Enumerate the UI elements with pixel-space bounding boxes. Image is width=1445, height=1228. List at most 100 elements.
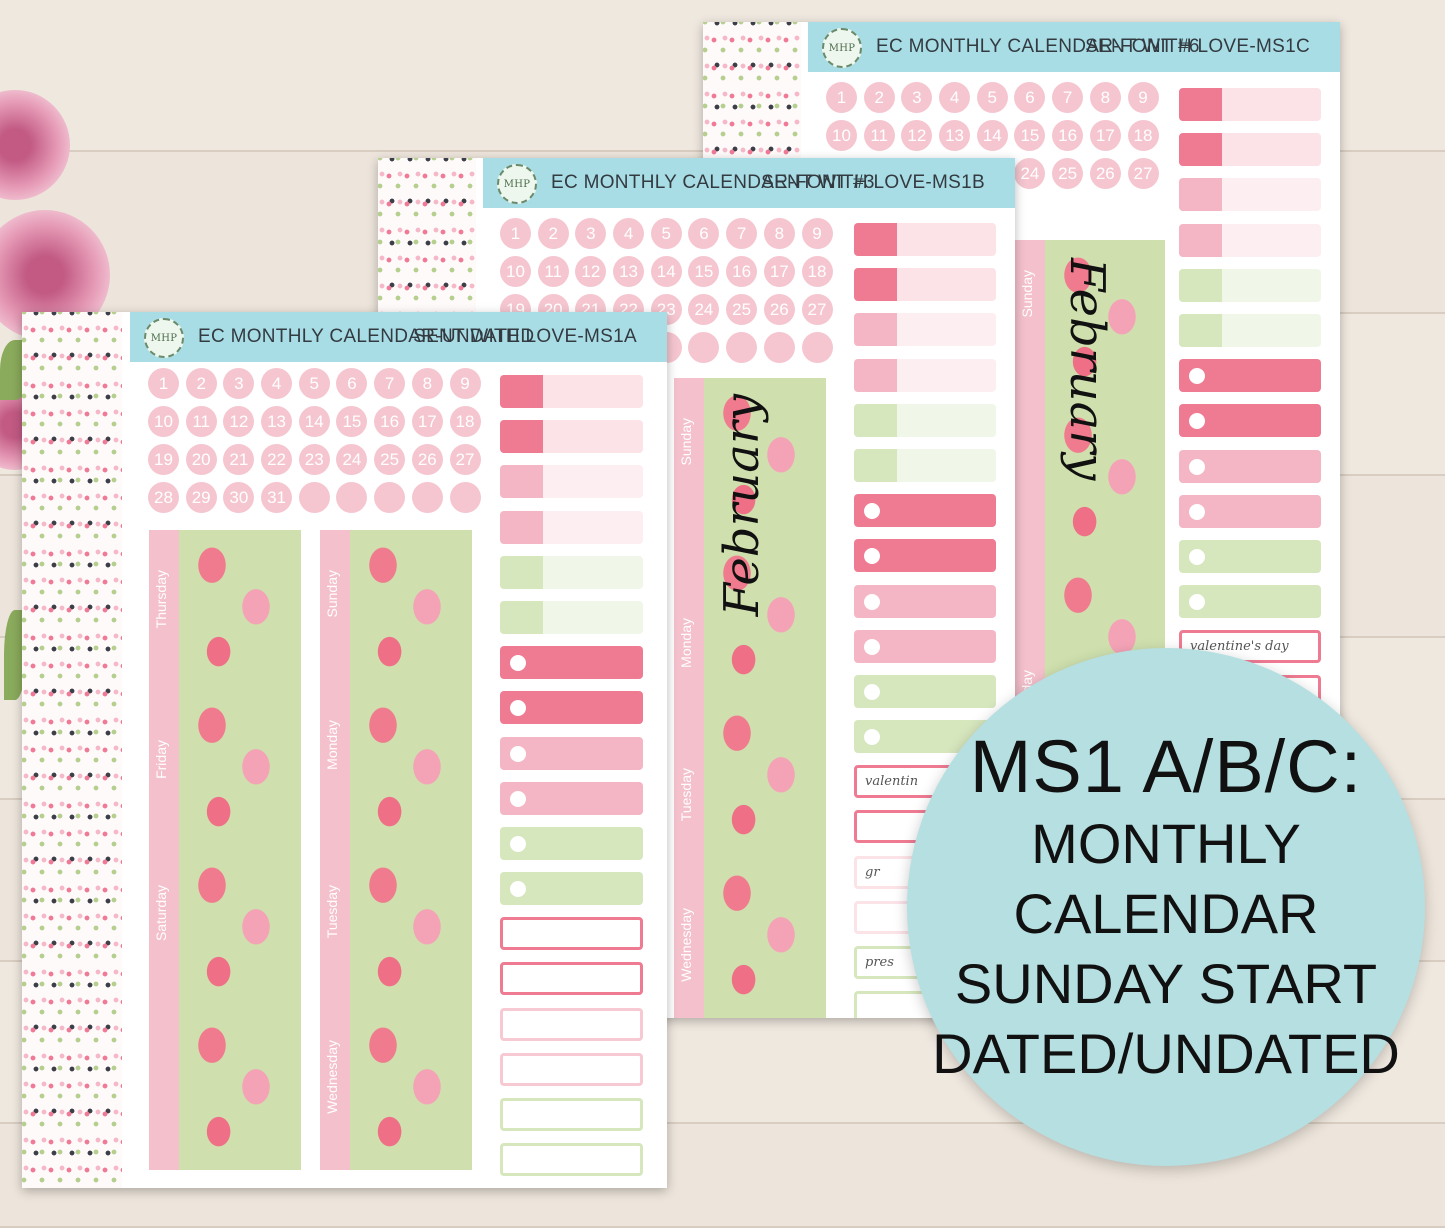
checkbox-circle-icon	[864, 729, 880, 746]
sheet-title: EC MONTHLY CALENDAR-FONT #3	[551, 172, 875, 193]
date-dot: 8	[411, 368, 443, 399]
date-dot: 4	[613, 218, 645, 249]
box-tab	[1179, 313, 1222, 347]
date-dot: 10	[148, 406, 179, 437]
valentine-art	[179, 530, 301, 1170]
planner-box	[854, 448, 996, 482]
date-dot: 20	[185, 444, 217, 475]
sheet-header: MHP EC MONTHLY CALENDAR-UNDATED SENT WIT…	[130, 312, 667, 362]
planner-box	[1179, 539, 1321, 573]
planner-box	[1179, 359, 1321, 393]
day-label: Saturday	[153, 885, 169, 942]
date-dot: 18	[449, 406, 481, 437]
box-tab	[854, 223, 897, 256]
date-dot	[411, 482, 443, 513]
badge-line-4: DATED/UNDATED	[932, 1022, 1400, 1085]
checkbox-circle-icon	[864, 638, 880, 655]
box-tab	[1179, 268, 1222, 302]
checkbox-circle-icon	[864, 503, 880, 520]
planner-box	[1179, 268, 1321, 302]
date-dot: 7	[1052, 82, 1084, 113]
date-dot: 2	[185, 368, 217, 399]
date-dot: 21	[223, 444, 255, 475]
box-tab	[854, 268, 897, 302]
date-dot: 1	[500, 218, 531, 249]
date-dot: 15	[1014, 120, 1046, 151]
date-dot: 26	[1089, 158, 1121, 189]
planner-box	[854, 494, 996, 528]
checkbox-circle-icon	[1189, 503, 1205, 520]
date-dot: 26	[763, 294, 795, 325]
sticker-sheet-b: MHP EC MONTHLY CALENDAR-FONT #3 SENT WIT…	[378, 158, 1015, 1018]
date-dot: 9	[449, 368, 481, 399]
planner-box	[1179, 449, 1321, 483]
valentine-art	[350, 530, 472, 1170]
date-dot: 2	[863, 82, 895, 113]
box-tab	[500, 465, 543, 499]
checkbox-column: valentine's day	[1179, 88, 1321, 721]
date-dot: 5	[298, 368, 330, 399]
date-dot: 4	[939, 82, 971, 113]
planner-box	[854, 674, 996, 708]
box-tab	[500, 600, 543, 634]
date-dot: 1	[826, 82, 857, 113]
planner-box	[854, 539, 996, 573]
day-label: Thursday	[153, 570, 169, 629]
checkbox-circle-icon	[1189, 594, 1205, 611]
planner-box	[1179, 223, 1321, 257]
checkbox-circle-icon	[510, 790, 526, 807]
sheet-header: MHP EC MONTHLY CALENDAR-FONT #6 SENT WIT…	[808, 22, 1340, 72]
planner-box	[500, 917, 643, 951]
day-label: Sunday	[1019, 270, 1035, 318]
date-dot: 27	[801, 294, 833, 325]
planner-box	[500, 691, 643, 725]
date-dot: 16	[726, 256, 758, 287]
planner-box	[854, 403, 996, 437]
checkbox-column	[500, 375, 643, 1188]
date-dot	[374, 482, 406, 513]
date-dot: 18	[801, 256, 833, 287]
date-dot: 27	[1127, 158, 1159, 189]
planner-box	[500, 872, 643, 906]
checkbox-circle-icon	[864, 593, 880, 610]
day-label: Tuesday	[324, 885, 340, 939]
box-tab	[854, 358, 897, 392]
date-dot: 19	[148, 444, 179, 475]
date-dot: 5	[650, 218, 682, 249]
planner-box	[1179, 88, 1321, 121]
valentine-art	[704, 378, 826, 1018]
date-dot: 24	[336, 444, 368, 475]
day-label: Monday	[324, 720, 340, 770]
date-dot: 10	[826, 120, 857, 151]
planner-box	[854, 629, 996, 663]
day-label: Wednesday	[324, 1040, 340, 1114]
day-label: Tuesday	[678, 768, 694, 822]
date-dot: 31	[261, 482, 293, 513]
sheet-title: EC MONTHLY CALENDAR-UNDATED	[198, 326, 535, 347]
date-dot: 16	[1052, 120, 1084, 151]
date-dot	[336, 482, 368, 513]
planner-box	[500, 1007, 643, 1041]
date-dot: 12	[223, 406, 255, 437]
badge-line-2: MONTHLY CALENDAR	[1013, 812, 1319, 945]
checkbox-circle-icon	[864, 548, 880, 565]
planner-box	[500, 736, 643, 770]
checkbox-circle-icon	[510, 700, 526, 717]
month-label: February	[1059, 258, 1115, 481]
sheet-header: MHP EC MONTHLY CALENDAR-FONT #3 SENT WIT…	[483, 158, 1015, 208]
day-label: Sunday	[324, 570, 340, 618]
box-tab	[1179, 223, 1222, 257]
planner-box	[500, 1143, 643, 1177]
day-column: Sunday Monday Tuesday Wednesday	[674, 378, 704, 1018]
date-dot: 23	[650, 294, 682, 325]
date-dot	[688, 332, 720, 363]
date-dot: 3	[223, 368, 255, 399]
box-tab	[854, 313, 897, 347]
date-dot: 2	[537, 218, 569, 249]
date-dot: 11	[537, 256, 569, 287]
logo-icon: MHP	[144, 318, 184, 358]
date-dot: 28	[148, 482, 179, 513]
box-tab	[854, 403, 897, 437]
box-tab	[500, 555, 543, 589]
planner-box	[854, 268, 996, 302]
